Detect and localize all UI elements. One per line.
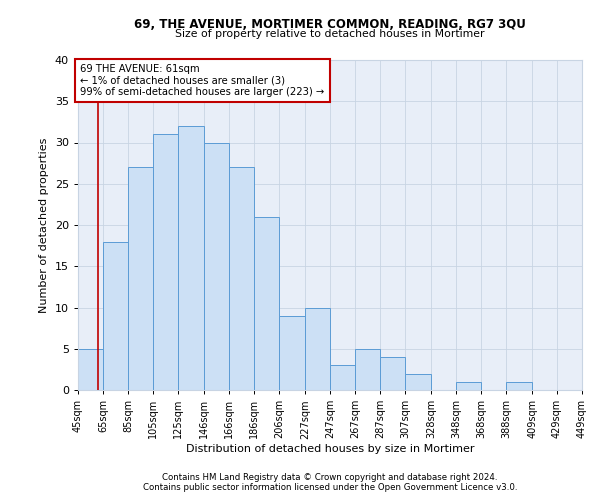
X-axis label: Distribution of detached houses by size in Mortimer: Distribution of detached houses by size … bbox=[186, 444, 474, 454]
Bar bbox=[153, 134, 178, 390]
Text: 69 THE AVENUE: 61sqm
← 1% of detached houses are smaller (3)
99% of semi-detache: 69 THE AVENUE: 61sqm ← 1% of detached ho… bbox=[80, 64, 325, 98]
Text: Contains HM Land Registry data © Crown copyright and database right 2024.: Contains HM Land Registry data © Crown c… bbox=[162, 472, 498, 482]
Bar bbox=[178, 126, 204, 390]
Text: Size of property relative to detached houses in Mortimer: Size of property relative to detached ho… bbox=[175, 29, 485, 39]
Bar bbox=[330, 365, 355, 390]
Bar bbox=[204, 142, 229, 390]
Bar bbox=[355, 349, 380, 390]
Bar bbox=[103, 242, 128, 390]
Bar bbox=[279, 316, 305, 390]
Bar bbox=[128, 167, 152, 390]
Text: 69, THE AVENUE, MORTIMER COMMON, READING, RG7 3QU: 69, THE AVENUE, MORTIMER COMMON, READING… bbox=[134, 18, 526, 30]
Bar bbox=[229, 167, 254, 390]
Bar bbox=[305, 308, 330, 390]
Bar bbox=[405, 374, 431, 390]
Text: Contains public sector information licensed under the Open Government Licence v3: Contains public sector information licen… bbox=[143, 482, 517, 492]
Bar bbox=[78, 349, 103, 390]
Bar bbox=[456, 382, 481, 390]
Bar bbox=[380, 357, 404, 390]
Bar bbox=[506, 382, 532, 390]
Bar bbox=[254, 217, 278, 390]
Y-axis label: Number of detached properties: Number of detached properties bbox=[39, 138, 49, 312]
